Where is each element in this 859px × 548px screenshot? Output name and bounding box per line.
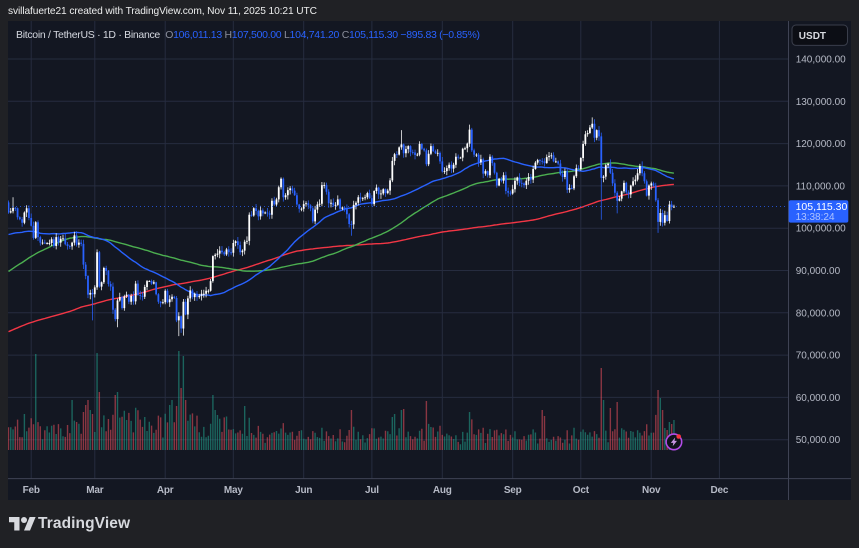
svg-text:60,000.00: 60,000.00 xyxy=(796,393,841,404)
svg-text:Feb: Feb xyxy=(23,485,40,496)
svg-text:140,000.00: 140,000.00 xyxy=(796,55,846,66)
svg-text:90,000.00: 90,000.00 xyxy=(796,266,841,277)
svg-text:80,000.00: 80,000.00 xyxy=(796,308,841,319)
svg-text:13:38:24: 13:38:24 xyxy=(796,212,835,223)
svg-text:100,000.00: 100,000.00 xyxy=(796,224,846,235)
svg-text:Oct: Oct xyxy=(573,485,590,496)
svg-text:110,000.00: 110,000.00 xyxy=(796,181,846,192)
svg-text:50,000.00: 50,000.00 xyxy=(796,435,841,446)
svg-text:Jul: Jul xyxy=(365,485,379,496)
svg-text:Sep: Sep xyxy=(504,485,522,496)
svg-text:USDT: USDT xyxy=(799,31,826,42)
svg-text:105,115.30: 105,115.30 xyxy=(796,201,848,213)
svg-text:130,000.00: 130,000.00 xyxy=(796,97,846,108)
svg-text:Mar: Mar xyxy=(86,485,103,496)
svg-text:Jun: Jun xyxy=(295,485,312,496)
svg-text:Dec: Dec xyxy=(711,485,729,496)
svg-text:70,000.00: 70,000.00 xyxy=(796,351,841,362)
svg-text:120,000.00: 120,000.00 xyxy=(796,139,846,150)
svg-text:Nov: Nov xyxy=(642,485,661,496)
svg-text:Apr: Apr xyxy=(157,485,174,496)
svg-text:May: May xyxy=(224,485,243,496)
svg-text:Aug: Aug xyxy=(433,485,452,496)
